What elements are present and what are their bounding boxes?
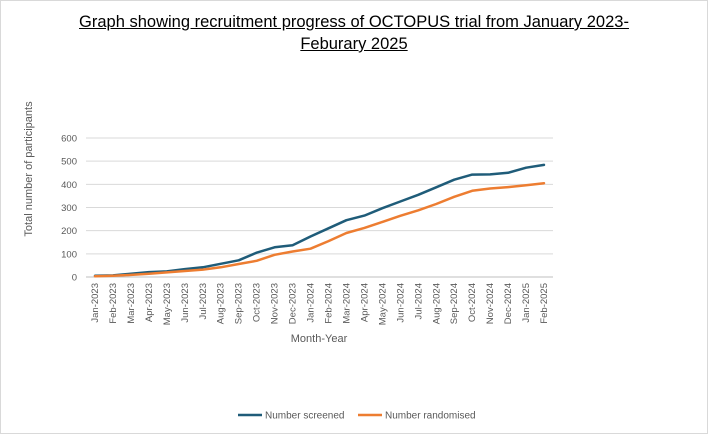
x-tick-label: Apr-2023 [144, 283, 155, 322]
legend-item-screened: Number screened [238, 411, 344, 422]
x-tick-label: Oct-2024 [467, 283, 478, 322]
y-tick-label: 500 [61, 157, 77, 168]
legend: Number screened Number randomised [238, 411, 476, 422]
y-tick-label: 100 [61, 249, 77, 260]
x-tick-label: May-2023 [162, 283, 173, 325]
series-line-randomised [93, 181, 546, 278]
y-tick-label: 600 [61, 134, 77, 145]
y-axis-title: Total number of participants [23, 101, 35, 237]
x-tick-label: Jan-2023 [90, 283, 101, 323]
x-tick-label: Nov-2024 [485, 283, 496, 324]
x-tick-label: Oct-2023 [252, 283, 263, 322]
x-tick-label: Feb-2025 [539, 283, 550, 324]
chart-title: Graph showing recruitment progress of OC… [79, 13, 629, 53]
x-tick-label: Jan-2025 [521, 283, 532, 323]
y-tick-labels: 0 100 200 300 400 500 600 [61, 134, 77, 284]
gridlines [86, 137, 553, 278]
x-tick-label: Aug-2023 [216, 283, 227, 324]
x-tick-label: Feb-2024 [323, 283, 334, 324]
x-tick-label: Mar-2023 [126, 283, 137, 324]
y-tick-label: 400 [61, 180, 77, 191]
y-tick-label: 200 [61, 226, 77, 237]
legend-label: Number screened [265, 411, 344, 422]
x-tick-label: Dec-2023 [288, 283, 299, 324]
x-tick-label: Apr-2024 [359, 283, 370, 322]
x-tick-label: Dec-2024 [503, 283, 514, 324]
x-tick-label: Feb-2023 [108, 283, 119, 324]
y-tick-label: 0 [72, 273, 77, 284]
x-tick-label: Jun-2024 [395, 283, 406, 323]
x-tick-label: Jun-2023 [180, 283, 191, 323]
x-tick-label: Nov-2023 [270, 283, 281, 324]
x-tick-label: Aug-2024 [431, 283, 442, 324]
y-tick-label: 300 [61, 203, 77, 214]
series-lines [93, 163, 546, 278]
x-tick-label: Sep-2023 [234, 283, 245, 324]
legend-label: Number randomised [385, 411, 476, 422]
x-tick-label: May-2024 [377, 283, 388, 325]
x-axis-title: Month-Year [291, 333, 348, 345]
x-tick-label: Jul-2024 [413, 283, 424, 319]
x-tick-labels: Jan-2023 Feb-2023 Mar-2023 Apr-2023 May-2023… [90, 283, 550, 325]
legend-item-randomised: Number randomised [358, 411, 476, 422]
x-tick-label: Mar-2024 [341, 283, 352, 324]
series-line-screened [93, 163, 546, 278]
x-tick-label: Jul-2023 [198, 283, 209, 319]
x-tick-label: Jan-2024 [306, 283, 317, 323]
x-tick-label: Sep-2024 [449, 283, 460, 324]
